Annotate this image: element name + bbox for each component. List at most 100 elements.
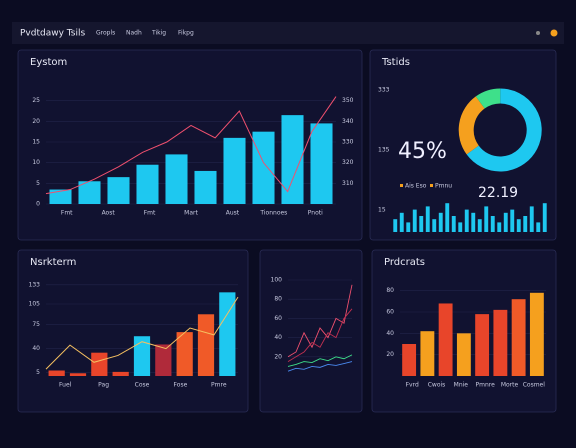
avatar[interactable] — [550, 29, 558, 37]
bar — [49, 189, 72, 204]
donut-segment — [475, 88, 501, 109]
bar — [456, 333, 471, 376]
line — [287, 308, 353, 362]
bar — [529, 292, 544, 376]
y-tick-label: 100 — [271, 277, 283, 284]
x-tick-label: Fmt — [61, 210, 73, 217]
header-bar — [12, 22, 564, 44]
side-label: 15 — [378, 207, 386, 214]
x-tick-label: Fuel — [59, 382, 72, 389]
x-tick-label: Aost — [102, 210, 116, 217]
panel-title: Nsrkterm — [30, 257, 76, 268]
mini-bar — [419, 216, 424, 232]
bar — [48, 370, 65, 376]
mini-bar — [464, 209, 469, 232]
mini-bar — [490, 216, 495, 232]
bar — [155, 344, 172, 376]
mini-bar — [471, 212, 476, 232]
y-tick-label: 133 — [29, 281, 41, 288]
panel-title: Eystom — [30, 57, 67, 68]
y-tick-label: 60 — [274, 315, 282, 322]
y-tick-label: 40 — [386, 330, 394, 337]
legend-swatch — [400, 184, 403, 187]
donut-segment — [466, 88, 542, 172]
bar — [281, 115, 304, 204]
bar — [197, 314, 215, 376]
bar — [420, 331, 435, 376]
legend-label: Pmnu — [435, 183, 452, 190]
y-tick-label: 60 — [386, 309, 394, 316]
y-tick-label: 80 — [386, 287, 394, 294]
line — [287, 284, 353, 358]
bar — [176, 332, 193, 376]
mini-bar — [536, 222, 541, 232]
center-label: 45% — [398, 139, 447, 164]
y2-tick-label: 350 — [342, 97, 354, 104]
bar — [69, 373, 87, 376]
line — [287, 354, 353, 367]
y-tick-label: 25 — [32, 97, 40, 104]
y-tick-label: 5 — [36, 369, 40, 376]
bar — [252, 131, 275, 204]
mini-bar — [523, 216, 528, 232]
bar — [112, 371, 129, 376]
mini-bar — [542, 203, 547, 232]
y-tick-label: 10 — [32, 159, 40, 166]
bar — [219, 292, 236, 376]
stat: 22.19 — [478, 185, 518, 201]
mini-bar — [393, 219, 398, 232]
y-tick-label: 20 — [386, 351, 394, 358]
bar — [133, 336, 151, 376]
mini-bar — [458, 222, 463, 232]
y2-tick-label: 310 — [342, 180, 354, 187]
mini-bar — [432, 219, 437, 232]
x-tick-label: Cosmel — [523, 382, 546, 389]
bar — [438, 303, 453, 376]
nav-item[interactable]: Gropls — [96, 30, 115, 37]
bar — [136, 164, 159, 204]
legend-label: Ais Eso — [405, 183, 427, 190]
bar — [107, 177, 130, 204]
nav-item[interactable]: Tikig — [151, 30, 166, 37]
bar — [511, 299, 526, 376]
mini-bar — [438, 212, 443, 232]
x-tick-label: Pmnre — [476, 382, 496, 389]
mini-bar — [445, 203, 450, 232]
y-tick-label: 20 — [32, 118, 40, 125]
x-tick-label: Fmt — [144, 210, 156, 217]
bar — [223, 137, 246, 204]
y2-tick-label: 320 — [342, 159, 354, 166]
mini-bar — [451, 216, 456, 232]
mini-bar — [412, 209, 417, 232]
x-tick-label: Cwois — [428, 382, 446, 389]
x-tick-label: Pmre — [211, 382, 227, 389]
y-tick-label: 15 — [32, 139, 40, 146]
mini-bar — [477, 219, 482, 232]
side-label: 135 — [378, 147, 390, 154]
bar — [310, 123, 333, 204]
y-tick-label: 40 — [32, 345, 40, 352]
x-tick-label: Aust — [226, 210, 240, 217]
app-title: Pvdtdawy Tsils — [20, 29, 85, 39]
mini-bar — [510, 209, 515, 232]
bar — [194, 170, 217, 204]
y-tick-label: 40 — [274, 334, 282, 341]
mini-bar — [503, 212, 508, 232]
mini-bar — [399, 212, 404, 232]
mini-bar — [516, 219, 521, 232]
icon[interactable] — [536, 31, 540, 35]
bar — [78, 181, 101, 204]
x-tick-label: Mnie — [454, 382, 469, 389]
y-tick-label: 75 — [32, 321, 40, 328]
y-tick-label: 0 — [36, 201, 40, 208]
donut-segment — [458, 96, 486, 155]
mini-bar — [406, 222, 411, 232]
y2-tick-label: 330 — [342, 139, 354, 146]
nav-item[interactable]: Fikpg — [178, 30, 194, 37]
bar — [475, 314, 490, 376]
nav-item[interactable]: Nadh — [126, 30, 142, 37]
panel-title: Tstids — [381, 57, 410, 68]
side-label: 333 — [378, 87, 390, 94]
mini-bar — [484, 206, 489, 232]
